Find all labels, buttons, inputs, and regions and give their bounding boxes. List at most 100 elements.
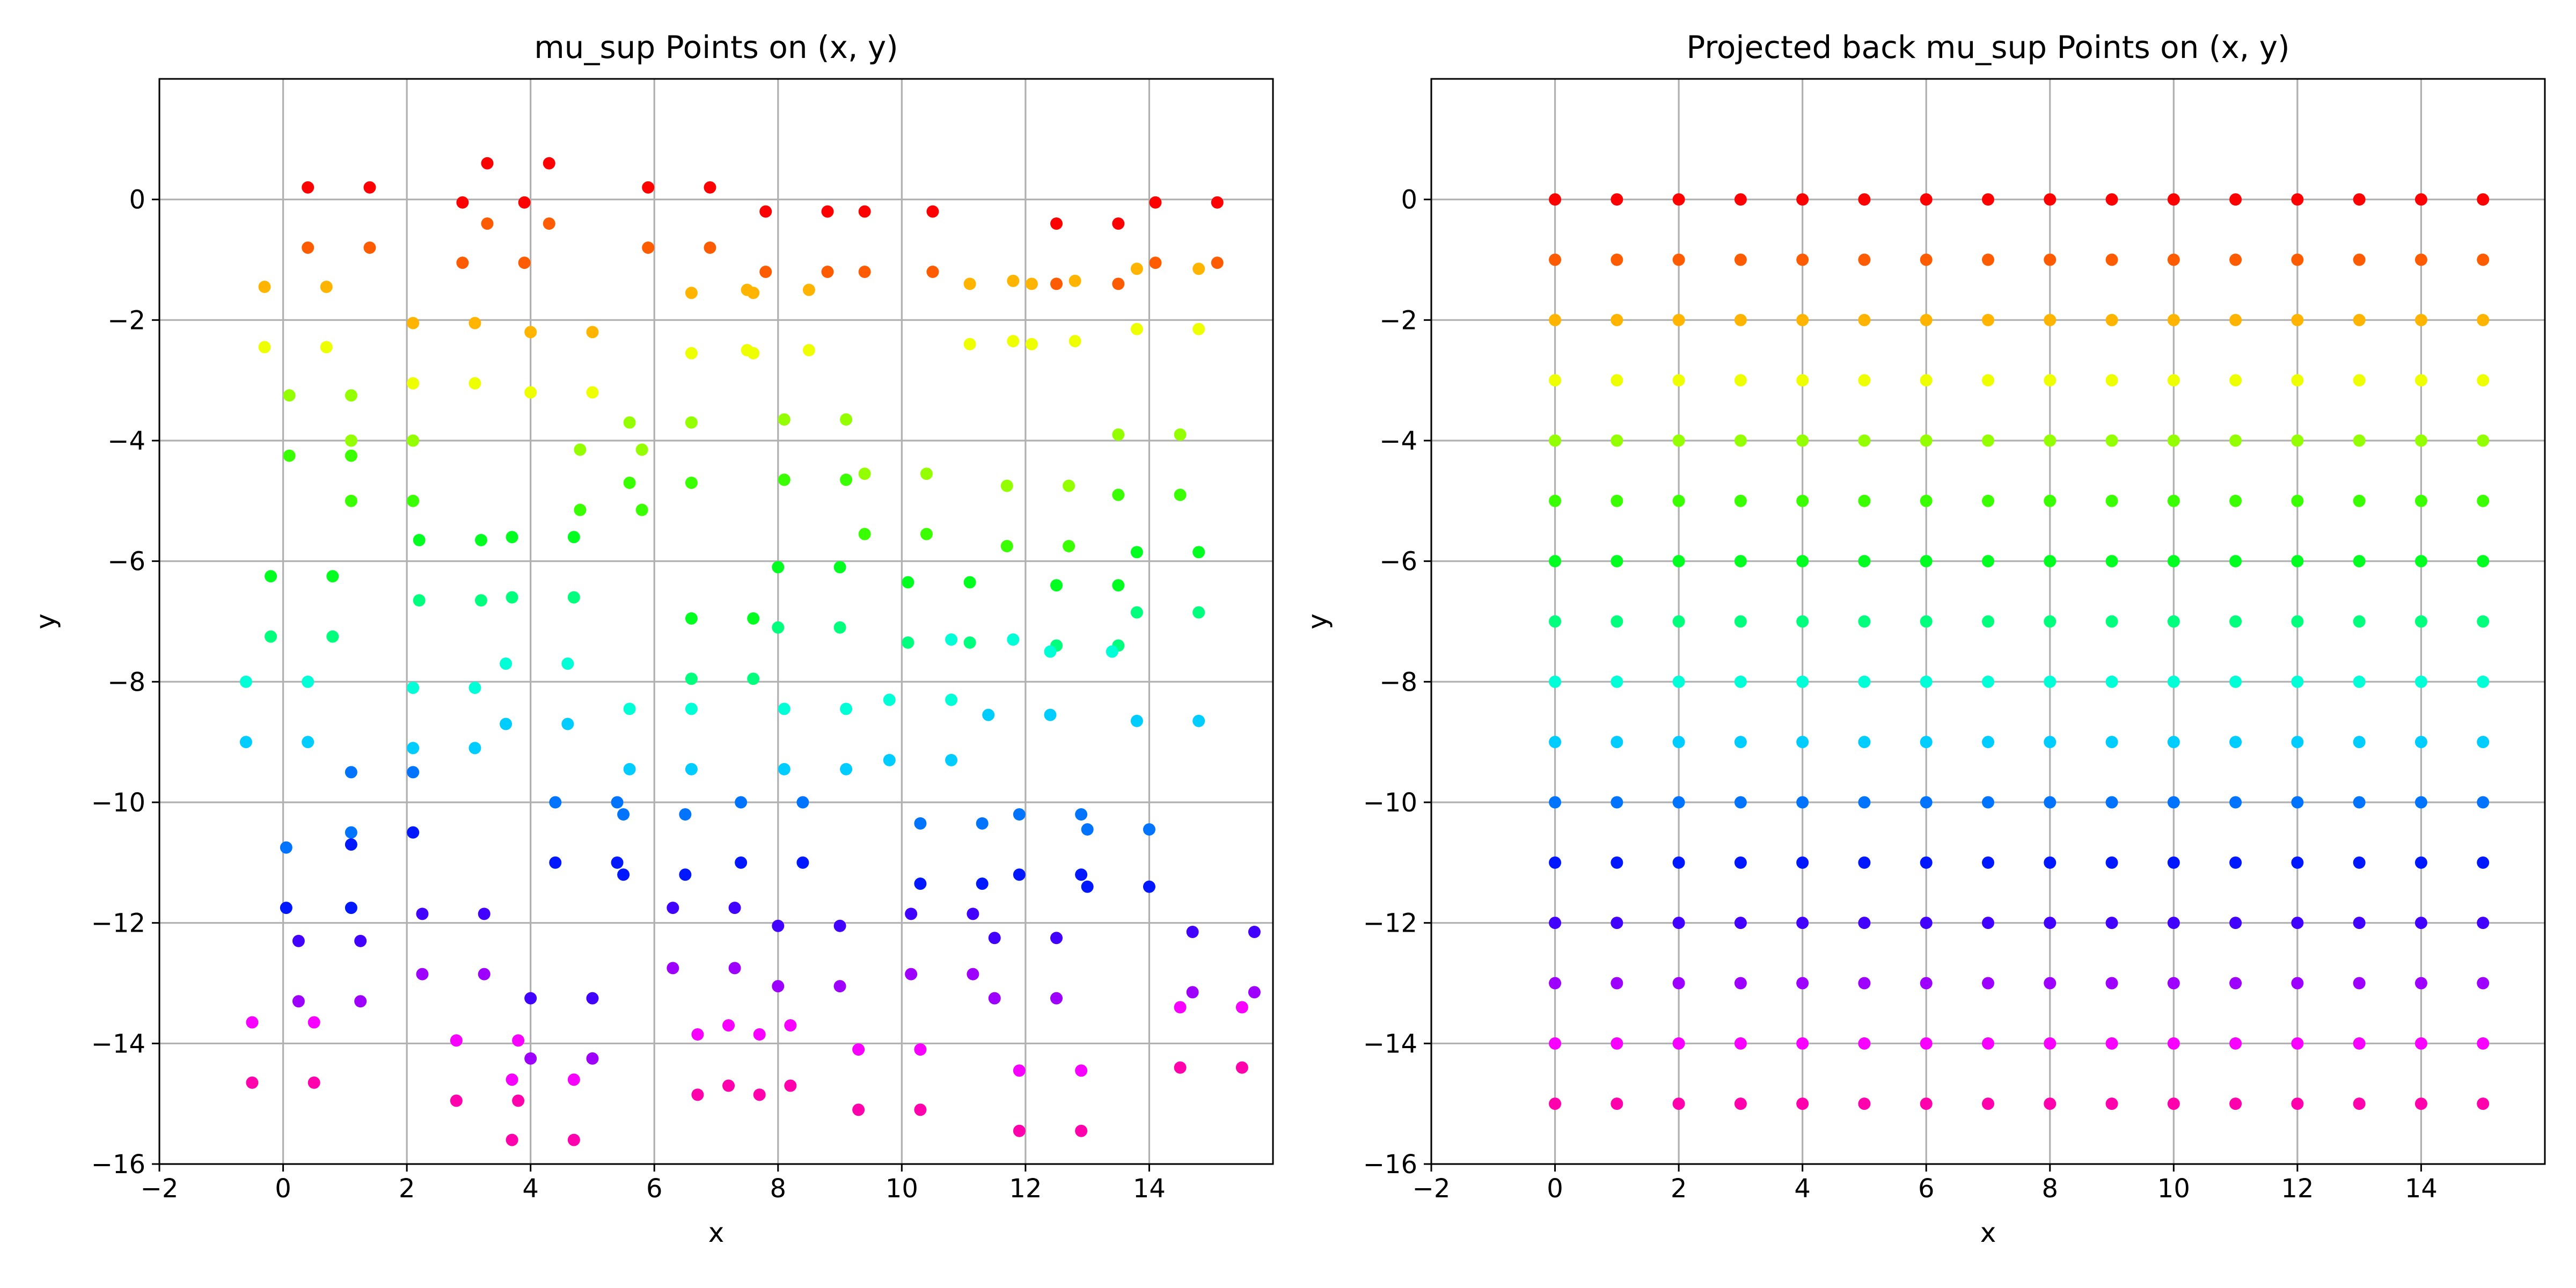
y-tick-label: −16 [1363, 1150, 1417, 1180]
scatter-point [1130, 546, 1143, 559]
y-tick-label: −12 [1363, 909, 1417, 939]
scatter-point [2291, 1097, 2304, 1110]
scatter-point [1611, 977, 1623, 990]
scatter-point [2229, 796, 2242, 809]
scatter-point [1013, 1064, 1026, 1077]
scatter-point [1192, 714, 1205, 727]
x-tick-label: 10 [885, 1174, 918, 1204]
scatter-point [407, 377, 420, 390]
x-tick-label: 10 [2157, 1174, 2190, 1204]
scatter-point [722, 1019, 735, 1032]
scatter-point [2291, 434, 2304, 447]
scatter-point [988, 992, 1001, 1005]
scatter-point [1796, 253, 1809, 266]
scatter-point [469, 377, 481, 390]
scatter-point [1611, 313, 1623, 326]
scatter-point [852, 1043, 865, 1056]
scatter-point [549, 796, 562, 809]
scatter-point [292, 934, 305, 947]
scatter-point [1920, 253, 1933, 266]
scatter-point [2414, 675, 2427, 688]
scatter-point [772, 980, 785, 993]
scatter-point [2229, 736, 2242, 749]
scatter-point [1611, 253, 1623, 266]
scatter-point [1858, 193, 1871, 206]
scatter-point [280, 841, 292, 854]
scatter-point [308, 1076, 320, 1089]
scatter-point [772, 919, 785, 932]
scatter-point [833, 919, 846, 932]
scatter-point [642, 241, 655, 254]
scatter-point [685, 702, 698, 715]
x-tick-label: 4 [522, 1174, 539, 1204]
scatter-point [1149, 196, 1162, 209]
scatter-point [2044, 796, 2057, 809]
scatter-point [905, 968, 918, 980]
scatter-point [1858, 675, 1871, 688]
scatter-point [1982, 374, 1994, 387]
scatter-point [2477, 615, 2490, 628]
scatter-point [1186, 926, 1199, 939]
scatter-point [2414, 1097, 2427, 1110]
scatter-point [1796, 615, 1809, 628]
scatter-point [1734, 675, 1747, 688]
scatter-point [617, 808, 630, 821]
plot-frame [158, 78, 1274, 1165]
scatter-point [883, 693, 896, 706]
scatter-point [574, 443, 587, 456]
scatter-point [611, 856, 624, 869]
scatter-point [246, 1016, 259, 1029]
y-tick-label: −8 [1379, 667, 1417, 697]
scatter-point [2353, 494, 2366, 507]
scatter-point [1672, 917, 1685, 930]
scatter-point [685, 416, 698, 429]
scatter-point [1611, 494, 1623, 507]
x-tick-label: 12 [1009, 1174, 1042, 1204]
scatter-point [1920, 675, 1933, 688]
scatter-point [623, 477, 636, 489]
scatter-point [1192, 323, 1205, 335]
scatter-point [320, 281, 333, 294]
scatter-point [2477, 253, 2490, 266]
scatter-point [407, 494, 420, 507]
scatter-point [1796, 917, 1809, 930]
scatter-point [586, 326, 599, 339]
scatter-point [2477, 494, 2490, 507]
scatter-point [506, 591, 518, 604]
scatter-point [1920, 796, 1933, 809]
scatter-point [685, 477, 698, 489]
scatter-point [1858, 313, 1871, 326]
scatter-point [2229, 615, 2242, 628]
scatter-point [1130, 714, 1143, 727]
scatter-point [413, 594, 426, 607]
scatter-point [1549, 253, 1562, 266]
scatter-point [1796, 1037, 1809, 1050]
right-chart-title: Projected back mu_sup Points on (x, y) [1686, 29, 2289, 65]
scatter-point [2353, 374, 2366, 387]
scatter-point [963, 277, 976, 290]
scatter-point [1796, 313, 1809, 326]
scatter-point [1050, 579, 1063, 592]
scatter-point [2229, 494, 2242, 507]
scatter-point [1211, 196, 1224, 209]
scatter-point [2229, 434, 2242, 447]
scatter-point [1672, 1037, 1685, 1050]
y-tick-label: 0 [129, 185, 145, 215]
scatter-point [1734, 1097, 1747, 1110]
scatter-point [679, 868, 692, 881]
scatter-point [450, 1094, 463, 1107]
scatter-point [2291, 193, 2304, 206]
scatter-point [1063, 540, 1075, 553]
scatter-point [2167, 615, 2180, 628]
scatter-point [2229, 917, 2242, 930]
scatter-point [1549, 434, 1562, 447]
scatter-point [1075, 1124, 1088, 1137]
scatter-point [524, 386, 537, 399]
scatter-point [784, 1019, 797, 1032]
scatter-point [2167, 917, 2180, 930]
scatter-point [728, 962, 741, 975]
scatter-point [302, 675, 314, 688]
scatter-point [1192, 606, 1205, 619]
scatter-point [2105, 615, 2118, 628]
scatter-point [1858, 856, 1871, 869]
